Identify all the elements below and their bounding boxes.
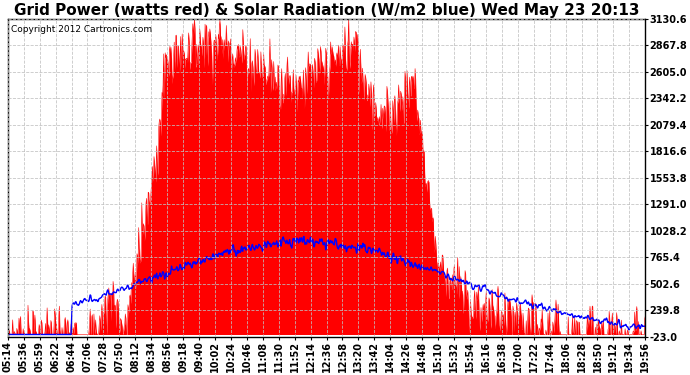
Title: Grid Power (watts red) & Solar Radiation (W/m2 blue) Wed May 23 20:13: Grid Power (watts red) & Solar Radiation… [14, 3, 640, 18]
Text: Copyright 2012 Cartronics.com: Copyright 2012 Cartronics.com [11, 25, 152, 34]
